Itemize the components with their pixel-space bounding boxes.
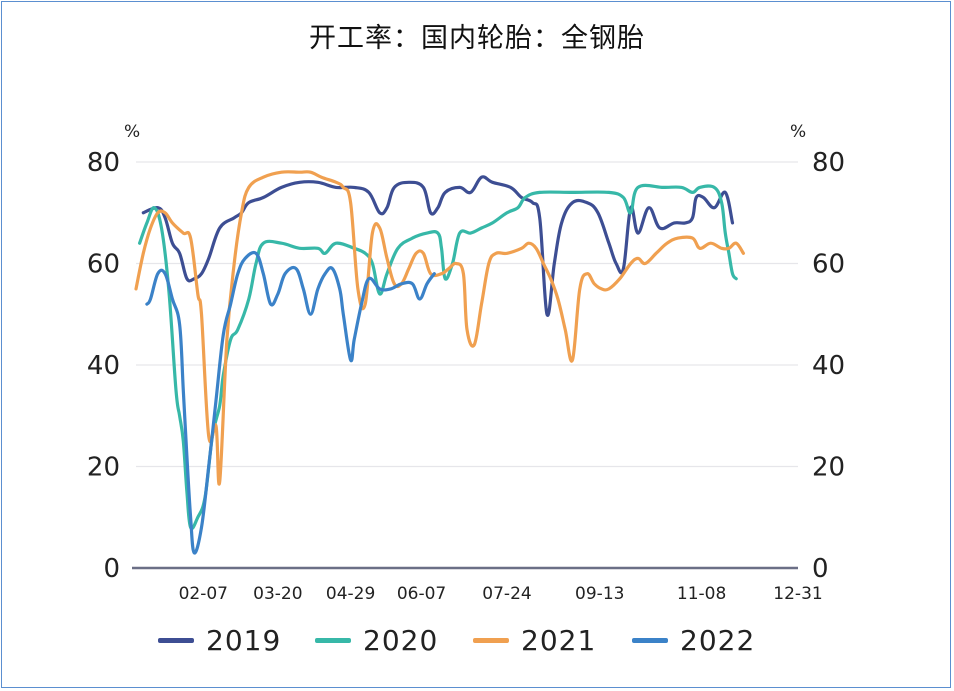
x-tick-11-08: 11-08 — [677, 584, 726, 604]
x-tick-12-31: 12-31 — [773, 584, 822, 604]
y-tick-right-0: 0 — [812, 554, 829, 584]
gridlines — [136, 161, 798, 468]
y-axis-right: 0 20 40 60 80 — [812, 148, 845, 584]
series-line-2019 — [141, 175, 735, 317]
series-line-2020 — [138, 183, 738, 531]
legend-item-2019[interactable]: 2019 — [158, 620, 281, 660]
y-unit-left: % — [124, 122, 140, 142]
y-unit-right: % — [790, 122, 806, 142]
y-tick-right-60: 60 — [812, 250, 845, 280]
legend-swatch — [315, 637, 351, 643]
legend-item-2022[interactable]: 2022 — [632, 620, 755, 660]
x-tick-03-20: 03-20 — [253, 584, 302, 604]
legend-item-2020[interactable]: 2020 — [315, 620, 438, 660]
x-tick-06-07: 06-07 — [397, 584, 446, 604]
legend-swatch — [158, 637, 194, 643]
x-tick-02-07: 02-07 — [179, 584, 228, 604]
x-tick-07-24: 07-24 — [482, 584, 531, 604]
y-tick-left-60: 60 — [87, 250, 120, 280]
x-tick-09-13: 09-13 — [575, 584, 624, 604]
y-tick-right-20: 20 — [812, 453, 845, 483]
x-axis: 02-07 03-20 04-29 06-07 07-24 09-13 11-08 12-31 — [132, 566, 823, 604]
y-tick-left-40: 40 — [87, 351, 120, 381]
y-tick-left-80: 80 — [87, 148, 120, 178]
y-tick-right-40: 40 — [812, 351, 845, 381]
series-line-2021 — [134, 170, 745, 486]
legend-label: 2022 — [680, 623, 756, 657]
y-axis-left: 0 20 40 60 80 — [87, 148, 120, 584]
legend-label: 2020 — [363, 623, 439, 657]
legend-label: 2021 — [521, 623, 597, 657]
y-tick-left-20: 20 — [87, 453, 120, 483]
legend-swatch — [473, 637, 509, 643]
x-tick-04-29: 04-29 — [326, 584, 375, 604]
series-lines — [134, 170, 745, 555]
legend-label: 2019 — [206, 623, 282, 657]
series-line-2022 — [145, 250, 436, 555]
legend: 2019 2020 2021 2022 — [0, 620, 954, 660]
legend-item-2021[interactable]: 2021 — [473, 620, 596, 660]
legend-swatch — [632, 637, 668, 643]
chart-title: 开工率：国内轮胎：全钢胎 — [309, 23, 645, 54]
y-tick-left-0: 0 — [103, 554, 120, 584]
y-tick-right-80: 80 — [812, 148, 845, 178]
